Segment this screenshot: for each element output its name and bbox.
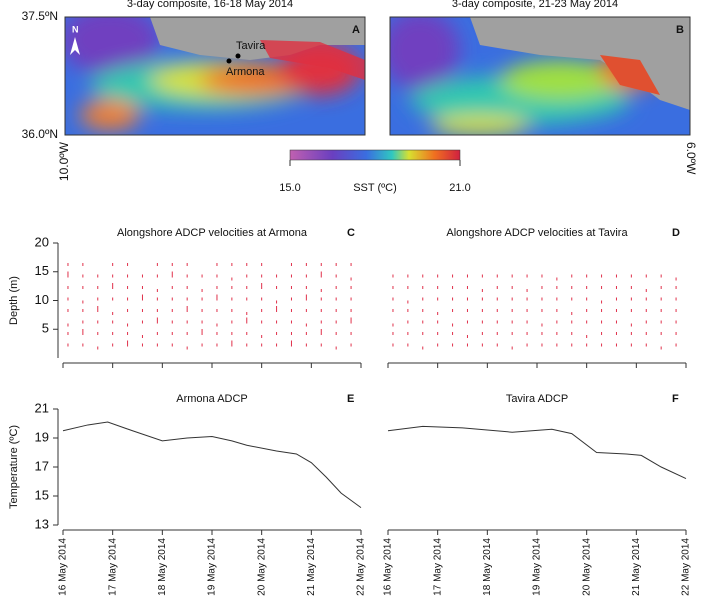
x-tick-label: 22 May 2014 xyxy=(681,538,692,596)
y-tick-label: 15 xyxy=(35,487,49,502)
chart-title: Alongshore ADCP velocities at Tavira xyxy=(446,227,628,239)
x-tick-label: 21 May 2014 xyxy=(306,538,317,596)
x-tick-label: 18 May 2014 xyxy=(157,538,168,596)
x-tick-label: 20 May 2014 xyxy=(581,538,592,596)
map-frame xyxy=(64,16,366,136)
temperature-line xyxy=(387,425,687,480)
colorbar-tick-label: 21.0 xyxy=(449,182,470,194)
map-b xyxy=(390,17,690,135)
y-tick-label: 19 xyxy=(35,429,49,444)
lon-label: 10.0ºW xyxy=(57,141,71,181)
place-label: Armona xyxy=(226,66,265,78)
x-tick-label: 18 May 2014 xyxy=(482,538,493,596)
y-axis-label: Temperature (ºC) xyxy=(8,425,20,509)
x-tick-label: 16 May 2014 xyxy=(383,538,394,596)
colorbar-label: SST (ºC) xyxy=(353,182,397,194)
x-tick-label: 17 May 2014 xyxy=(107,538,118,596)
chart-title: Armona ADCP xyxy=(176,393,248,405)
panel-letter: B xyxy=(676,24,684,36)
temperature-line xyxy=(62,421,362,509)
panel-letter: D xyxy=(672,227,680,239)
x-tick-label: 20 May 2014 xyxy=(256,538,267,596)
y-tick-label: 5 xyxy=(42,321,49,336)
map-title: 3-day composite, 16-18 May 2014 xyxy=(127,0,293,10)
y-axis-label: Depth (m) xyxy=(8,276,20,325)
chart-title: Tavira ADCP xyxy=(506,393,568,405)
y-tick-label: 10 xyxy=(35,292,49,307)
map-a xyxy=(65,17,365,135)
y-tick-label: 21 xyxy=(35,400,49,415)
lon-label: 6.0ºW xyxy=(684,142,698,175)
y-tick-label: 20 xyxy=(35,234,49,249)
site-marker xyxy=(235,53,241,59)
x-tick-label: 21 May 2014 xyxy=(631,538,642,596)
y-tick-label: 15 xyxy=(35,263,49,278)
site-marker xyxy=(226,58,232,64)
chart-title: Alongshore ADCP velocities at Armona xyxy=(117,227,308,239)
x-tick-label: 19 May 2014 xyxy=(207,538,218,596)
panel-letter: E xyxy=(347,393,354,405)
panel-letter: A xyxy=(352,24,360,36)
panel-letter: C xyxy=(347,227,355,239)
x-tick-label: 16 May 2014 xyxy=(58,538,69,596)
y-tick-label: 17 xyxy=(35,458,49,473)
map-title: 3-day composite, 21-23 May 2014 xyxy=(452,0,618,10)
panel-letter: F xyxy=(672,393,679,405)
x-tick-label: 22 May 2014 xyxy=(356,538,367,596)
place-label: Tavira xyxy=(236,40,266,52)
lat-label: 37.5ºN xyxy=(22,9,58,23)
map-frame xyxy=(389,16,691,136)
colorbar xyxy=(289,149,461,161)
x-tick-label: 19 May 2014 xyxy=(532,538,543,596)
north-label: N xyxy=(72,24,79,34)
north-arrow xyxy=(70,37,80,55)
lat-label: 36.0ºN xyxy=(22,127,58,141)
x-tick-label: 17 May 2014 xyxy=(432,538,443,596)
y-tick-label: 13 xyxy=(35,516,49,531)
colorbar-tick-label: 15.0 xyxy=(279,182,300,194)
